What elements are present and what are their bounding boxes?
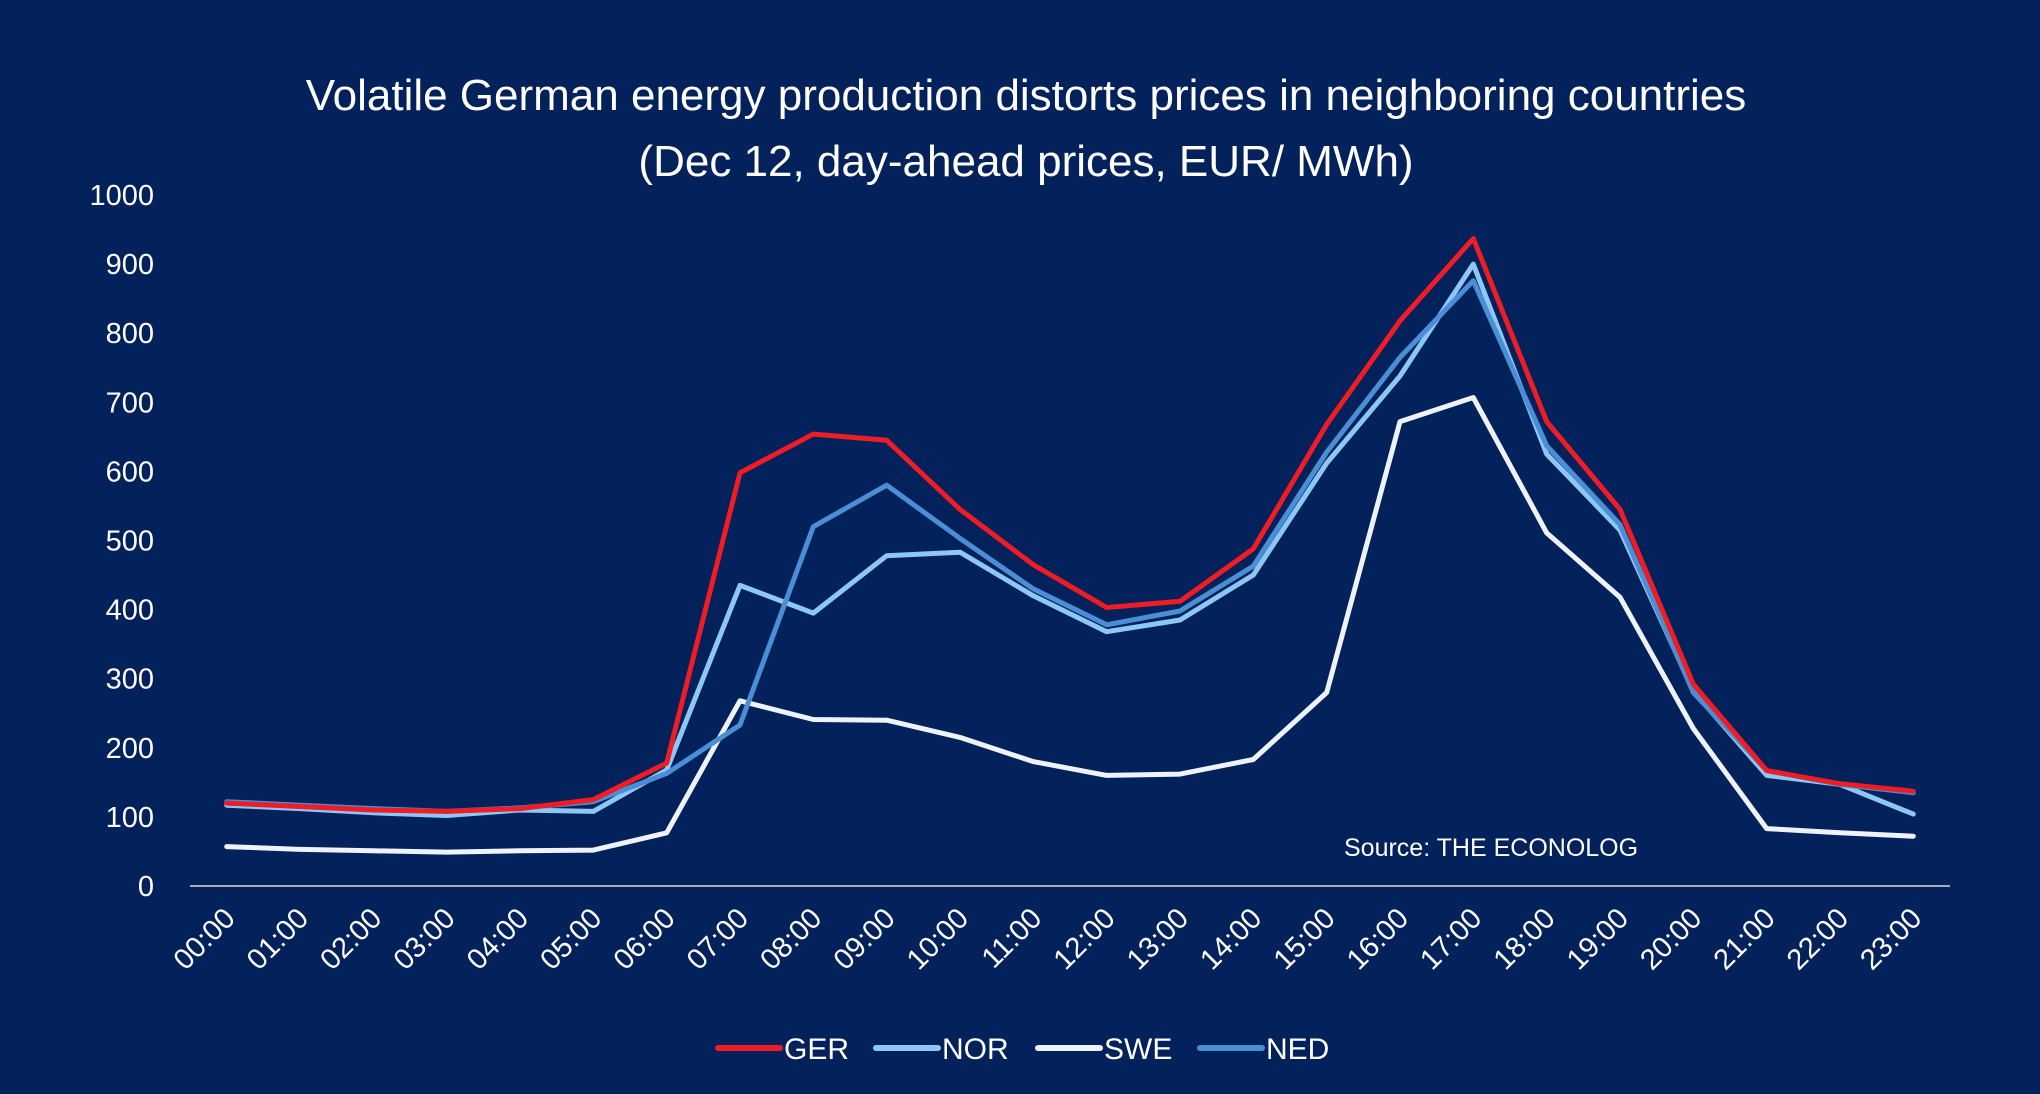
y-tick-label: 400 bbox=[106, 595, 154, 627]
legend-label: NOR bbox=[942, 1033, 1009, 1066]
chart-subtitle: (Dec 12, day-ahead prices, EUR/ MWh) bbox=[638, 137, 1413, 186]
y-tick-label: 800 bbox=[106, 318, 154, 350]
legend-item-ger: GER bbox=[715, 1033, 849, 1066]
series-line-ned bbox=[224, 278, 1916, 814]
y-axis: 0 100 200 300 400 500 600 700 800 900 1000 bbox=[89, 180, 154, 903]
x-tick-label: 06:00 bbox=[608, 902, 682, 976]
x-tick-label: 20:00 bbox=[1634, 902, 1708, 976]
y-tick-label: 0 bbox=[138, 871, 154, 903]
x-tick-label: 10:00 bbox=[901, 902, 975, 976]
x-tick-label: 01:00 bbox=[241, 902, 315, 976]
y-tick-label: 100 bbox=[106, 802, 154, 834]
source-note: Source: THE ECONOLOG bbox=[1344, 834, 1638, 862]
x-tick-label: 11:00 bbox=[976, 902, 1048, 974]
x-tick-label: 08:00 bbox=[754, 902, 828, 976]
x-tick-label: 23:00 bbox=[1854, 902, 1928, 976]
series-line-swe bbox=[224, 395, 1916, 855]
legend: GER NOR SWE NED bbox=[715, 1033, 1329, 1066]
y-tick-label: 300 bbox=[106, 664, 154, 696]
x-tick-label: 03:00 bbox=[388, 902, 462, 976]
x-tick-label: 22:00 bbox=[1781, 902, 1855, 976]
legend-label: GER bbox=[784, 1033, 849, 1066]
y-tick-label: 700 bbox=[106, 387, 154, 419]
series-lines bbox=[224, 236, 1916, 855]
x-tick-label: 16:00 bbox=[1341, 902, 1415, 976]
legend-item-nor: NOR bbox=[873, 1033, 1009, 1066]
y-tick-label: 200 bbox=[106, 733, 154, 765]
legend-item-swe: SWE bbox=[1035, 1033, 1172, 1066]
x-tick-label: 09:00 bbox=[828, 902, 902, 976]
x-tick-label: 12:00 bbox=[1048, 902, 1122, 976]
x-tick-label: 15:00 bbox=[1268, 902, 1342, 976]
legend-label: NED bbox=[1266, 1033, 1329, 1066]
x-tick-label: 17:00 bbox=[1414, 902, 1488, 976]
y-tick-label: 900 bbox=[106, 249, 154, 281]
x-tick-label: 13:00 bbox=[1121, 902, 1195, 976]
legend-item-ned: NED bbox=[1197, 1033, 1329, 1066]
x-tick-label: 21:00 bbox=[1708, 902, 1782, 976]
series-line-ger bbox=[224, 236, 1916, 814]
x-tick-label: 14:00 bbox=[1194, 902, 1268, 976]
y-tick-label: 600 bbox=[106, 456, 154, 488]
x-tick-label: 00:00 bbox=[168, 902, 242, 976]
x-tick-label: 04:00 bbox=[461, 902, 535, 976]
x-tick-label: 05:00 bbox=[534, 902, 608, 976]
x-tick-label: 18:00 bbox=[1488, 902, 1562, 976]
x-tick-label: 02:00 bbox=[314, 902, 388, 976]
x-tick-label: 19:00 bbox=[1561, 902, 1635, 976]
y-tick-label: 500 bbox=[106, 526, 154, 558]
chart-title: Volatile German energy production distor… bbox=[306, 71, 1747, 120]
y-tick-label: 1000 bbox=[89, 180, 154, 212]
x-tick-label: 07:00 bbox=[681, 902, 755, 976]
legend-label: SWE bbox=[1104, 1033, 1172, 1066]
series-line-nor bbox=[224, 261, 1916, 818]
x-axis: 00:00 01:00 02:00 03:00 04:00 05:00 06:00 07:00… bbox=[168, 885, 1950, 976]
